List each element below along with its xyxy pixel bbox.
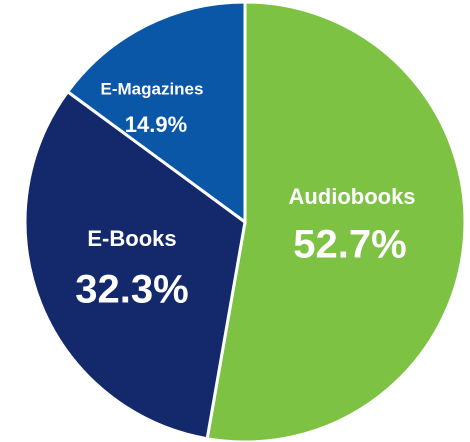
slice-label: E-Books: [87, 226, 176, 251]
pie-slice: [23, 89, 247, 441]
pie-slice: [205, 0, 467, 442]
slice-value: 32.3%: [75, 268, 188, 312]
pie-slice: [65, 0, 247, 225]
slice-value: 14.9%: [125, 112, 187, 137]
slice-value: 52.7%: [293, 223, 406, 267]
slice-label: Audiobooks: [288, 184, 415, 209]
slice-label: E-Magazines: [101, 79, 204, 98]
